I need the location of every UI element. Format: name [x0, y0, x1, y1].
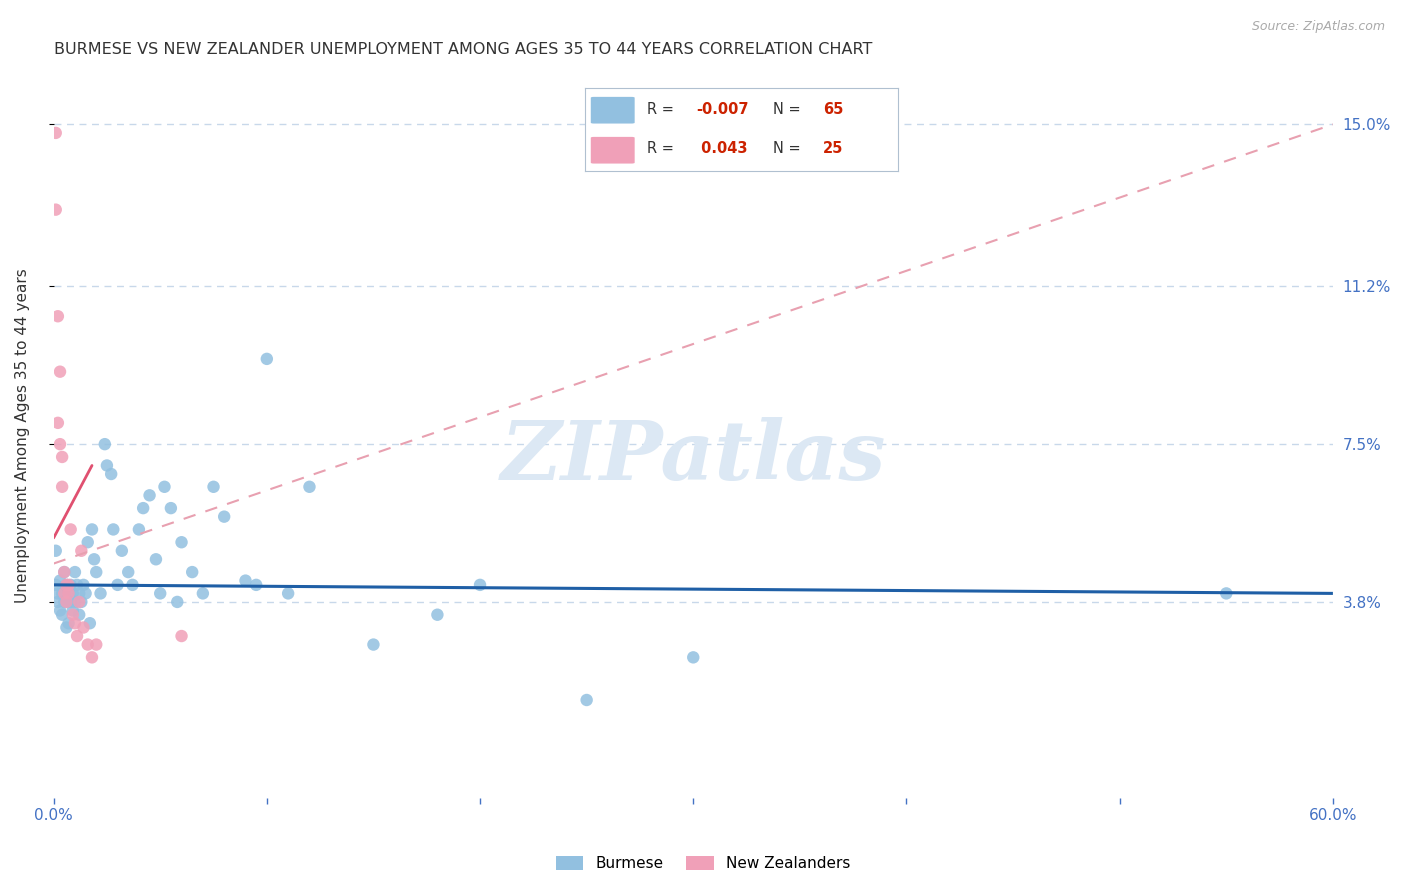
Point [170, 535, 193, 549]
Point [67, 586, 90, 600]
Point [45, 578, 67, 592]
Point [426, 607, 449, 622]
Point [59, 523, 82, 537]
Point [138, 488, 160, 502]
Point [58, 586, 80, 600]
Point [55, 595, 77, 609]
Point [49, 437, 72, 451]
Point [1215, 586, 1237, 600]
Text: BURMESE VS NEW ZEALANDER UNEMPLOYMENT AMONG AGES 35 TO 44 YEARS CORRELATION CHAR: BURMESE VS NEW ZEALANDER UNEMPLOYMENT AM… [53, 42, 872, 57]
Text: ZIPatlas: ZIPatlas [501, 417, 886, 498]
Point [63, 616, 86, 631]
Point [468, 578, 491, 592]
Point [45, 202, 67, 217]
Point [79, 616, 101, 631]
Point [256, 351, 278, 366]
Point [76, 535, 98, 549]
Point [191, 586, 214, 600]
Point [66, 629, 89, 643]
Point [66, 578, 89, 592]
Point [96, 458, 118, 473]
Point [46, 595, 69, 609]
Point [153, 480, 176, 494]
Point [63, 595, 86, 609]
Legend: Burmese, New Zealanders: Burmese, New Zealanders [550, 850, 856, 877]
Point [575, 693, 598, 707]
Point [58, 616, 80, 631]
Point [170, 629, 193, 643]
Point [62, 586, 84, 600]
Point [103, 523, 125, 537]
Point [682, 650, 704, 665]
Point [128, 523, 150, 537]
Point [49, 574, 72, 588]
Point [53, 586, 76, 600]
Point [94, 437, 117, 451]
Text: Source: ZipAtlas.com: Source: ZipAtlas.com [1251, 20, 1385, 33]
Point [46, 416, 69, 430]
Point [84, 565, 107, 579]
Point [51, 480, 73, 494]
Point [46, 310, 69, 324]
Point [121, 578, 143, 592]
Point [59, 595, 82, 609]
Point [58, 578, 80, 592]
Point [72, 578, 94, 592]
Point [111, 543, 134, 558]
Point [70, 543, 93, 558]
Point [160, 501, 183, 516]
Point [63, 565, 86, 579]
Point [245, 578, 267, 592]
Point [45, 126, 67, 140]
Point [166, 595, 188, 609]
Point [72, 620, 94, 634]
Point [100, 467, 122, 481]
Point [84, 638, 107, 652]
Point [46, 586, 69, 600]
Point [55, 595, 77, 609]
Point [145, 552, 167, 566]
Point [132, 501, 155, 516]
Point [53, 565, 76, 579]
Point [107, 578, 129, 592]
Point [212, 509, 235, 524]
Point [235, 574, 257, 588]
Point [49, 365, 72, 379]
Point [89, 586, 111, 600]
Point [67, 607, 90, 622]
Point [53, 565, 76, 579]
Point [277, 586, 299, 600]
Point [62, 603, 84, 617]
Point [76, 638, 98, 652]
Point [45, 543, 67, 558]
Point [80, 650, 103, 665]
Point [51, 450, 73, 464]
Point [83, 552, 105, 566]
Point [117, 565, 139, 579]
Point [62, 607, 84, 622]
Point [70, 595, 93, 609]
Point [55, 620, 77, 634]
Point [55, 578, 77, 592]
Point [149, 586, 172, 600]
Point [363, 638, 385, 652]
Point [51, 607, 73, 622]
Point [75, 586, 97, 600]
Point [51, 586, 73, 600]
Y-axis label: Unemployment Among Ages 35 to 44 years: Unemployment Among Ages 35 to 44 years [15, 268, 30, 603]
Point [298, 480, 321, 494]
Point [181, 565, 204, 579]
Point [67, 595, 90, 609]
Point [59, 578, 82, 592]
Point [53, 595, 76, 609]
Point [202, 480, 225, 494]
Point [58, 586, 80, 600]
Point [55, 578, 77, 592]
Point [49, 603, 72, 617]
Point [80, 523, 103, 537]
